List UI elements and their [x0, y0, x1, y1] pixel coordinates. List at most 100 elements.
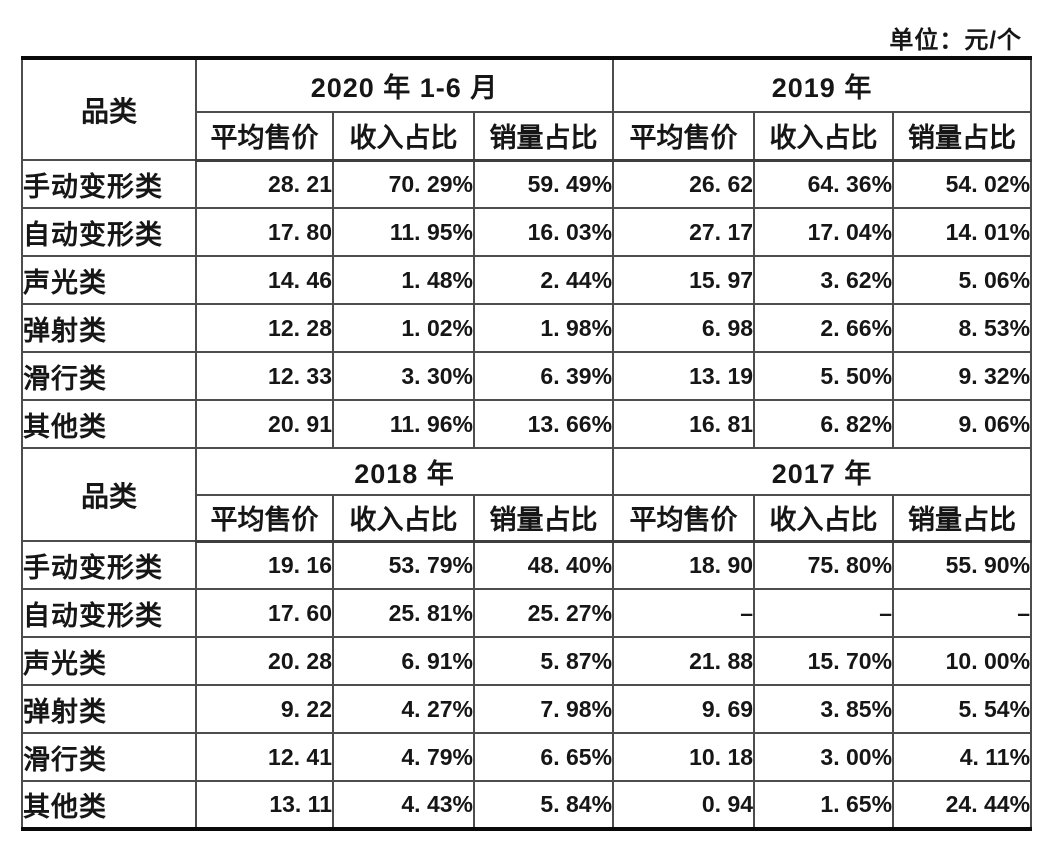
value-cell: 20. 91: [195, 399, 334, 449]
value-cell: –: [612, 588, 756, 638]
category-cell: 手动变形类: [21, 159, 197, 209]
value-cell: 13. 19: [612, 351, 756, 401]
table-header-row: 品类 2020 年 1-6 月 2019 年: [21, 57, 1033, 161]
value-cell: 1. 48%: [332, 255, 475, 305]
value-cell: 28. 21: [195, 159, 334, 209]
value-cell: 64. 36%: [753, 159, 895, 209]
subheader-revenue-share: 收入占比: [753, 494, 895, 543]
table-row: 弹射类 12. 28 1. 02% 1. 98% 6. 98 2. 66% 8.…: [21, 303, 1033, 353]
table-row: 自动变形类 17. 60 25. 81% 25. 27% – – –: [21, 588, 1033, 638]
category-cell: 滑行类: [21, 732, 197, 782]
subheader-avg-price: 平均售价: [195, 111, 334, 162]
value-cell: 5. 06%: [892, 255, 1033, 305]
value-cell: 12. 28: [195, 303, 334, 353]
table-row: 自动变形类 17. 80 11. 95% 16. 03% 27. 17 17. …: [21, 207, 1033, 257]
period-header-2020h1: 2020 年 1-6 月: [194, 57, 615, 113]
value-cell: 17. 80: [195, 207, 334, 257]
value-cell: 5. 50%: [753, 351, 895, 401]
value-cell: 4. 11%: [892, 732, 1033, 782]
value-cell: 14. 01%: [892, 207, 1033, 257]
category-cell: 自动变形类: [21, 207, 197, 257]
value-cell: 1. 02%: [332, 303, 475, 353]
value-cell: 0. 94: [612, 780, 756, 830]
table-row: 滑行类 12. 41 4. 79% 6. 65% 10. 18 3. 00% 4…: [21, 732, 1033, 782]
value-cell: 20. 28: [195, 636, 334, 686]
value-cell: 5. 87%: [472, 636, 615, 686]
value-cell: 6. 39%: [472, 351, 615, 401]
subheader-avg-price: 平均售价: [195, 494, 334, 543]
value-cell: 4. 43%: [332, 780, 475, 830]
value-cell: 54. 02%: [892, 159, 1033, 209]
value-cell: 25. 81%: [332, 588, 475, 638]
value-cell: 4. 27%: [332, 684, 475, 734]
value-cell: 18. 90: [612, 540, 756, 590]
unit-label: 单位：元/个: [889, 27, 1022, 54]
value-cell: 3. 62%: [753, 255, 895, 305]
category-column-header: 品类: [21, 447, 197, 542]
table-row: 声光类 20. 28 6. 91% 5. 87% 21. 88 15. 70% …: [21, 636, 1033, 686]
category-cell: 滑行类: [21, 351, 197, 401]
value-cell: 5. 54%: [892, 684, 1033, 734]
table-row: 其他类 13. 11 4. 43% 5. 84% 0. 94 1. 65% 24…: [21, 780, 1033, 830]
value-cell: 10. 18: [612, 732, 756, 782]
value-cell: 3. 00%: [753, 732, 895, 782]
value-cell: 24. 44%: [892, 780, 1033, 830]
value-cell: 7. 98%: [472, 684, 615, 734]
category-cell: 其他类: [21, 780, 197, 830]
value-cell: 21. 88: [612, 636, 756, 686]
subheader-avg-price: 平均售价: [612, 494, 756, 543]
value-cell: 3. 85%: [753, 684, 895, 734]
value-cell: 10. 00%: [892, 636, 1033, 686]
value-cell: 26. 62: [612, 159, 756, 209]
value-cell: 3. 30%: [332, 351, 475, 401]
value-cell: –: [892, 588, 1033, 638]
table-row: 声光类 14. 46 1. 48% 2. 44% 15. 97 3. 62% 5…: [21, 255, 1033, 305]
value-cell: 9. 22: [195, 684, 334, 734]
value-cell: –: [753, 588, 895, 638]
value-cell: 5. 84%: [472, 780, 615, 830]
value-cell: 55. 90%: [892, 540, 1033, 590]
value-cell: 59. 49%: [472, 159, 615, 209]
table-row: 手动变形类 19. 16 53. 79% 48. 40% 18. 90 75. …: [21, 540, 1033, 590]
period-header-2018: 2018 年: [194, 447, 615, 496]
category-column-header: 品类: [21, 57, 197, 161]
value-cell: 13. 11: [195, 780, 334, 830]
value-cell: 14. 46: [195, 255, 334, 305]
table-header-row: 品类 2018 年 2017 年: [21, 447, 1033, 542]
value-cell: 4. 79%: [332, 732, 475, 782]
value-cell: 2. 44%: [472, 255, 615, 305]
product-pricing-table: 品类 2020 年 1-6 月 2019 年 平均售价 收入占比 销量占比 平均…: [21, 56, 1033, 831]
category-cell: 弹射类: [21, 303, 197, 353]
value-cell: 12. 33: [195, 351, 334, 401]
value-cell: 12. 41: [195, 732, 334, 782]
table-row: 手动变形类 28. 21 70. 29% 59. 49% 26. 62 64. …: [21, 159, 1033, 209]
category-cell: 弹射类: [21, 684, 197, 734]
category-cell: 声光类: [21, 636, 197, 686]
subheader-revenue-share: 收入占比: [753, 111, 895, 162]
value-cell: 11. 95%: [332, 207, 475, 257]
value-cell: 1. 65%: [753, 780, 895, 830]
subheader-revenue-share: 收入占比: [332, 111, 475, 162]
table-row: 弹射类 9. 22 4. 27% 7. 98% 9. 69 3. 85% 5. …: [21, 684, 1033, 734]
category-cell: 手动变形类: [21, 540, 197, 590]
value-cell: 9. 69: [612, 684, 756, 734]
period-header-2019: 2019 年: [612, 57, 1033, 113]
category-cell: 自动变形类: [21, 588, 197, 638]
value-cell: 6. 82%: [753, 399, 895, 449]
value-cell: 13. 66%: [472, 399, 615, 449]
subheader-avg-price: 平均售价: [612, 111, 756, 162]
value-cell: 8. 53%: [892, 303, 1033, 353]
table-subheader-row: 平均售价 收入占比 销量占比 平均售价 收入占比 销量占比: [22, 111, 1033, 162]
value-cell: 16. 81: [612, 399, 756, 449]
table-row: 滑行类 12. 33 3. 30% 6. 39% 13. 19 5. 50% 9…: [21, 351, 1033, 401]
value-cell: 17. 60: [195, 588, 334, 638]
subheader-volume-share: 销量占比: [892, 494, 1033, 543]
value-cell: 53. 79%: [332, 540, 475, 590]
subheader-volume-share: 销量占比: [472, 111, 615, 162]
value-cell: 75. 80%: [753, 540, 895, 590]
value-cell: 11. 96%: [332, 399, 475, 449]
subheader-volume-share: 销量占比: [472, 494, 615, 543]
value-cell: 6. 65%: [472, 732, 615, 782]
table-row: 其他类 20. 91 11. 96% 13. 66% 16. 81 6. 82%…: [21, 399, 1033, 449]
